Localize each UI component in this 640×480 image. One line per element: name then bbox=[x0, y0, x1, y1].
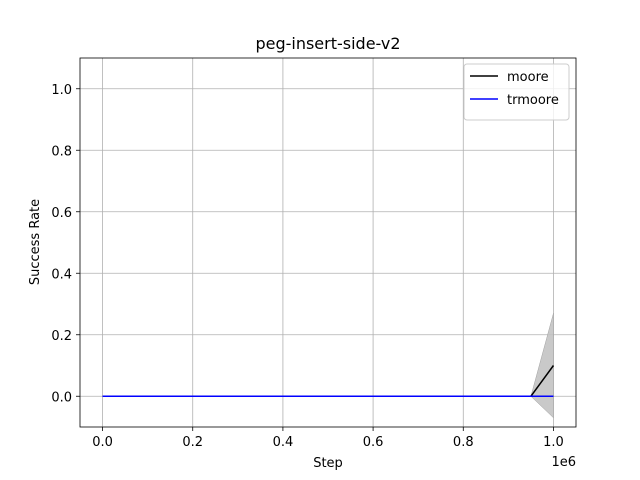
y-axis-ticks: 0.0 0.2 0.4 0.6 0.8 1.0 bbox=[51, 83, 80, 405]
y-tick-label: 0.8 bbox=[51, 144, 72, 159]
x-tick-label: 0.6 bbox=[363, 435, 384, 450]
series-lines bbox=[102, 365, 555, 397]
x-axis-label: Step bbox=[313, 456, 343, 471]
x-tick-label: 0.2 bbox=[182, 435, 203, 450]
y-axis-label: Success Rate bbox=[28, 199, 43, 285]
y-tick-label: 0.0 bbox=[51, 390, 72, 405]
plot-frame bbox=[79, 57, 577, 428]
y-tick-label: 0.4 bbox=[51, 267, 72, 282]
x-tick-label: 0.8 bbox=[453, 435, 474, 450]
legend-label-moore: moore bbox=[507, 70, 549, 85]
x-tick-label: 1.0 bbox=[543, 435, 564, 450]
chart-title: peg-insert-side-v2 bbox=[255, 34, 400, 53]
grid bbox=[80, 58, 576, 427]
x-axis-offset-label: 1e6 bbox=[551, 455, 576, 470]
x-tick-label: 0.4 bbox=[273, 435, 294, 450]
legend: moore trmoore bbox=[463, 63, 570, 121]
y-tick-label: 0.2 bbox=[51, 329, 72, 344]
legend-box bbox=[463, 63, 570, 121]
y-tick-label: 0.6 bbox=[51, 206, 72, 221]
x-axis-ticks: 0.0 0.2 0.4 0.6 0.8 1.0 bbox=[92, 427, 564, 450]
legend-label-trmoore: trmoore bbox=[507, 93, 559, 108]
y-tick-label: 1.0 bbox=[51, 83, 72, 98]
x-tick-label: 0.0 bbox=[92, 435, 113, 450]
